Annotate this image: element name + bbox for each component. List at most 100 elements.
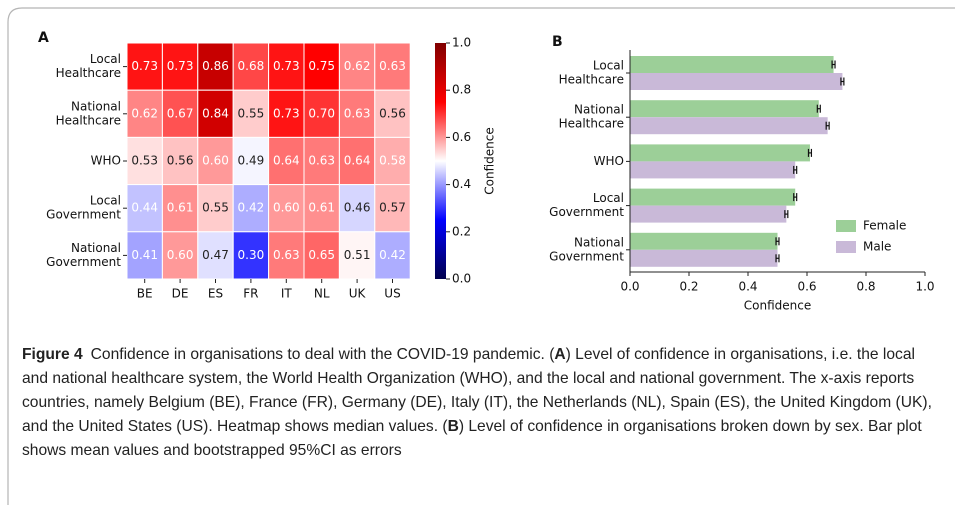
- bar: [630, 144, 810, 162]
- y-tick-label: Healthcare: [56, 66, 121, 80]
- cell-label: 0.53: [131, 154, 158, 168]
- colorbar-tick-label: 0.2: [452, 224, 471, 238]
- heatmap-cell: [303, 89, 340, 138]
- bar: [630, 100, 819, 118]
- cell-label: 0.63: [344, 106, 371, 120]
- x-tick-label: 0.2: [679, 280, 698, 294]
- x-tick-label: NL: [314, 287, 330, 301]
- bar: [630, 188, 796, 206]
- cell-label: 0.58: [379, 154, 406, 168]
- cell-label: 0.73: [167, 59, 194, 73]
- legend-label: Male: [863, 240, 891, 254]
- cell-label: 0.41: [131, 248, 158, 262]
- y-tick-label: WHO: [594, 154, 624, 168]
- cell-label: 0.65: [308, 248, 335, 262]
- heatmap-cell: [303, 136, 340, 186]
- y-tick-label: Local: [90, 194, 121, 208]
- caption-text: ) Level of confidence in organisations b…: [22, 418, 922, 459]
- error-bar: [784, 210, 789, 219]
- error-bar: [825, 121, 830, 130]
- cell-label: 0.62: [131, 106, 158, 120]
- y-tick-label: Healthcare: [559, 117, 624, 131]
- y-tick-label: Local: [90, 52, 121, 66]
- cell-label: 0.73: [273, 106, 300, 120]
- heatmap-cell: [268, 231, 305, 280]
- heatmap-cell: [374, 42, 411, 91]
- heatmap-cell: [161, 184, 199, 233]
- cell-label: 0.84: [202, 106, 229, 120]
- y-tick-label: WHO: [91, 154, 121, 168]
- cell-label: 0.63: [308, 154, 335, 168]
- cell-label: 0.75: [308, 59, 335, 73]
- heatmap-cell: [161, 42, 199, 91]
- cell-label: 0.56: [379, 106, 406, 120]
- error-bar: [775, 254, 780, 263]
- bar: [630, 232, 778, 250]
- cell-label: 0.49: [238, 154, 265, 168]
- heatmap-cell: [374, 231, 411, 280]
- heatmap-cell: [197, 89, 234, 138]
- error-bar: [831, 60, 836, 69]
- heatmap-cell: [268, 89, 305, 138]
- cell-label: 0.60: [202, 154, 229, 168]
- bar: [630, 161, 796, 179]
- x-tick-label: DE: [172, 287, 189, 301]
- caption: Figure 4 Confidence in organisations to d…: [22, 343, 934, 463]
- heatmap-cell: [374, 184, 411, 233]
- error-bar: [816, 104, 821, 113]
- heatmap-cell: [374, 136, 411, 186]
- error-bar: [840, 77, 845, 86]
- figure-frame: [7, 7, 955, 505]
- cell-label: 0.73: [273, 59, 300, 73]
- bar: [630, 205, 787, 223]
- error-bar: [793, 193, 798, 202]
- x-tick-label: 0.8: [856, 280, 875, 294]
- heatmap-cell: [161, 231, 199, 280]
- heatmap-cell: [338, 89, 376, 138]
- heatmap-cell: [232, 89, 270, 138]
- x-tick-label: UK: [349, 287, 367, 301]
- cell-label: 0.60: [167, 248, 194, 262]
- x-tick-label: 1.0: [915, 280, 934, 294]
- cell-label: 0.46: [344, 201, 371, 215]
- colorbar-tick-label: 0.0: [452, 272, 471, 286]
- heatmap-cell: [374, 89, 411, 138]
- y-tick-label: Government: [549, 205, 624, 219]
- heatmap-cell: [161, 136, 199, 186]
- heatmap-cell: [232, 231, 270, 280]
- heatmap-cell: [303, 231, 340, 280]
- x-axis-label: Confidence: [744, 299, 811, 313]
- x-tick-label: 0.0: [620, 280, 639, 294]
- y-tick-label: Local: [593, 59, 624, 73]
- legend-label: Female: [863, 219, 906, 233]
- cell-label: 0.61: [167, 201, 194, 215]
- error-bar: [775, 237, 780, 246]
- y-tick-label: National: [574, 103, 624, 117]
- cell-label: 0.62: [344, 59, 371, 73]
- cell-label: 0.51: [344, 248, 371, 262]
- y-tick-label: National: [71, 241, 121, 255]
- y-tick-label: National: [71, 99, 121, 113]
- heatmap-cell: [268, 136, 305, 186]
- x-tick-label: BE: [137, 287, 153, 301]
- cell-label: 0.55: [202, 201, 229, 215]
- error-bar: [807, 148, 813, 157]
- y-tick-label: Local: [593, 191, 624, 205]
- cell-label: 0.67: [167, 106, 194, 120]
- cell-label: 0.63: [379, 59, 406, 73]
- heatmap-cell: [197, 136, 234, 186]
- cell-label: 0.55: [238, 106, 265, 120]
- heatmap-cell: [338, 231, 376, 280]
- cell-label: 0.61: [308, 201, 335, 215]
- colorbar-tick-label: 0.8: [452, 83, 471, 97]
- panel-label: B: [552, 34, 563, 50]
- bar: [630, 56, 834, 73]
- cell-label: 0.56: [167, 154, 194, 168]
- caption-bold: B: [447, 418, 459, 435]
- heatmap-cell: [232, 136, 270, 186]
- cell-label: 0.63: [273, 248, 300, 262]
- cell-label: 0.70: [308, 106, 335, 120]
- y-tick-label: Government: [46, 208, 121, 222]
